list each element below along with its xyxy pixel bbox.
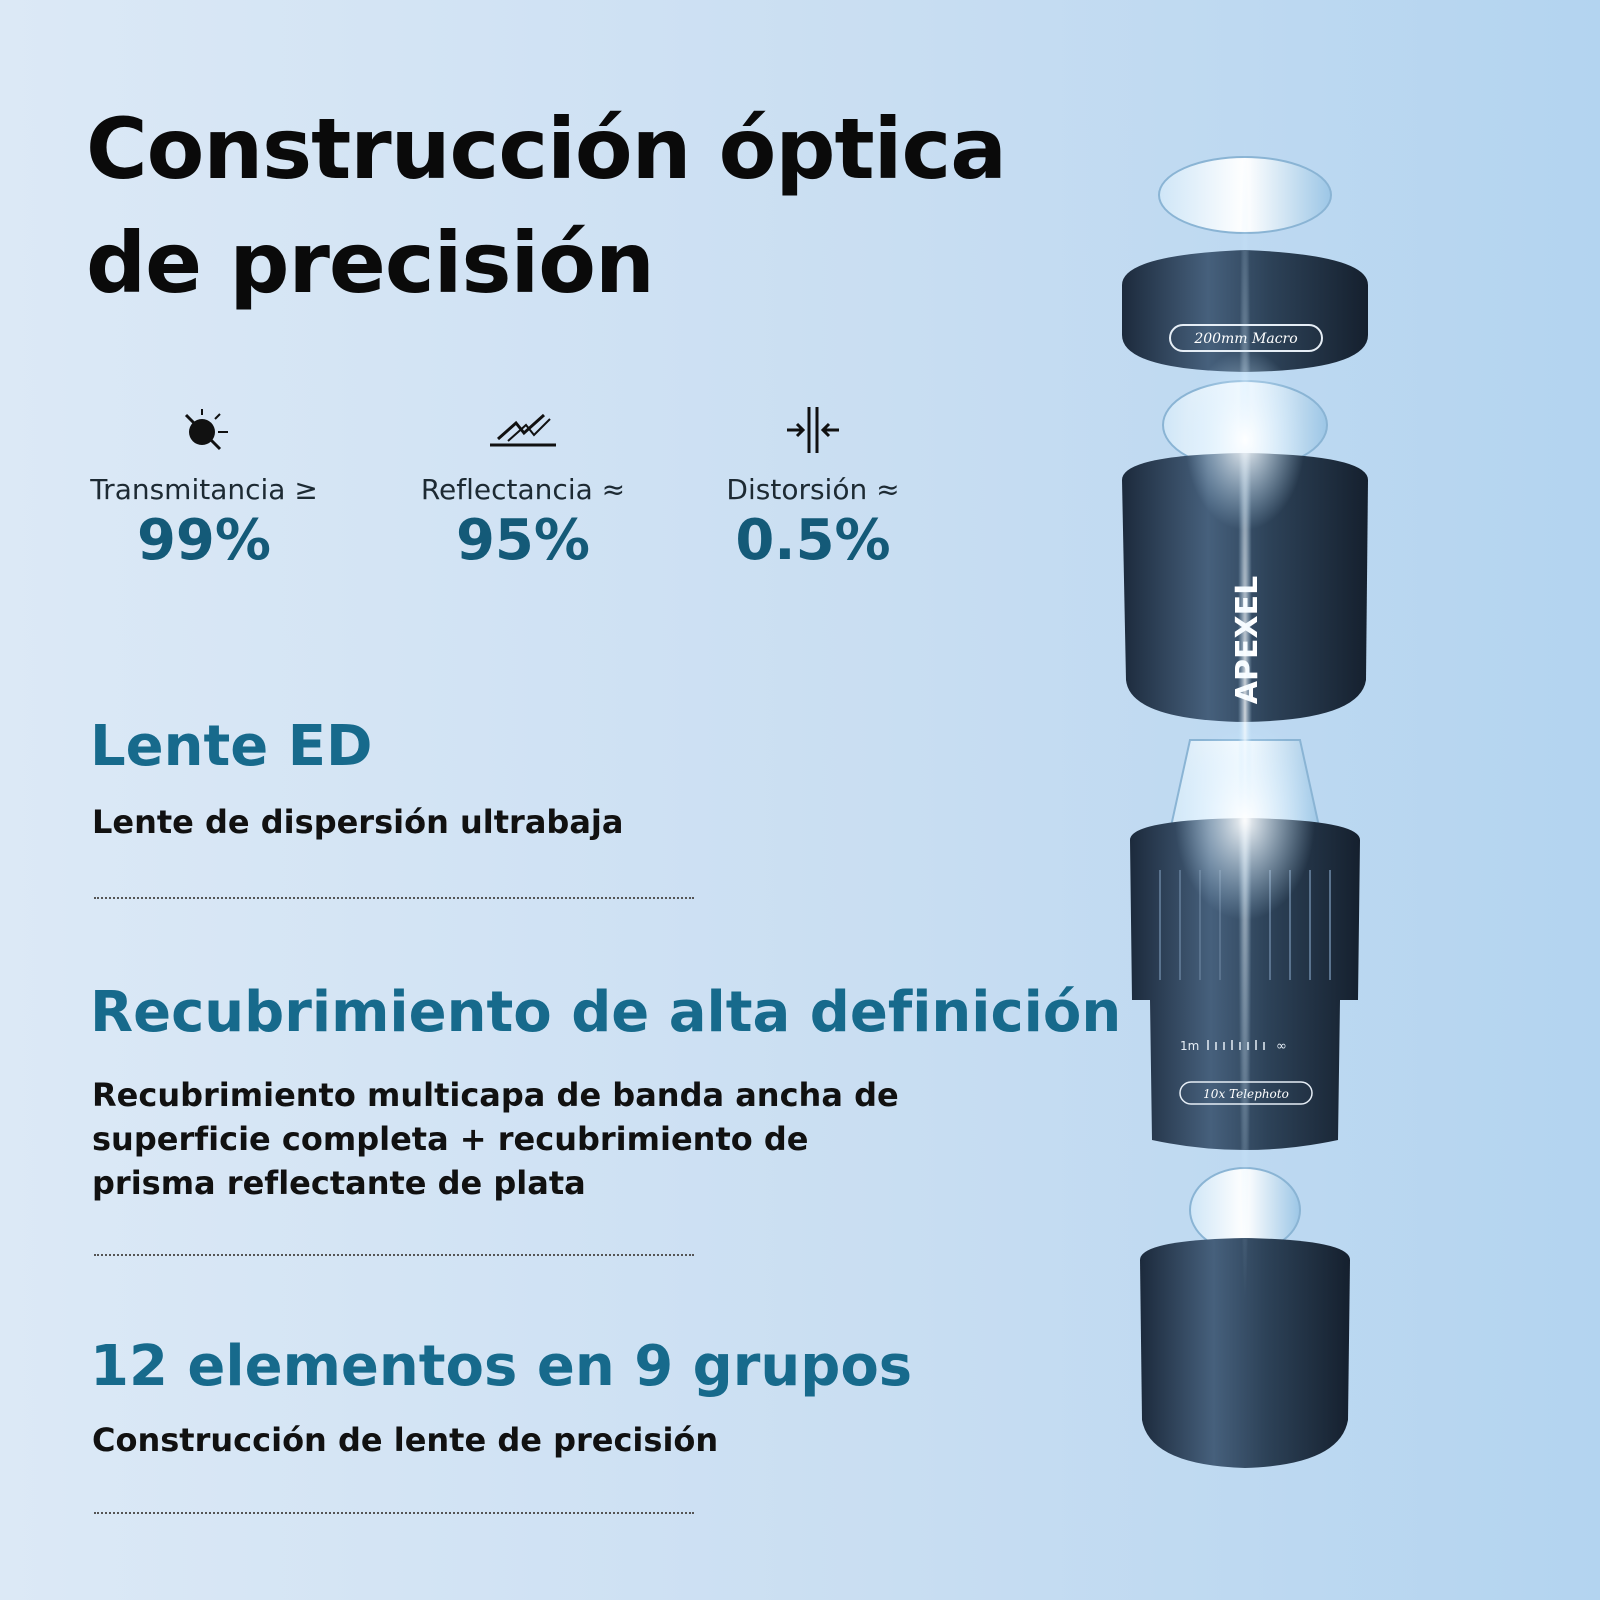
title: Construcción óptica de precisión [86, 92, 1007, 320]
stat-label: Reflectancia ≈ [420, 473, 626, 506]
scale-ticks [1207, 1040, 1265, 1050]
light-beam [1238, 120, 1252, 1300]
light-glow [1175, 720, 1315, 920]
divider [94, 897, 694, 899]
divider [94, 1512, 694, 1514]
lens-illustration: 200mm Macro APEXEL 1m ∞ 10x Telephoto [1122, 120, 1368, 1468]
feature-title: Lente ED [90, 714, 373, 779]
feature-title: Recubrimiento de alta definición [90, 980, 1122, 1045]
scale-label: ∞ [1276, 1039, 1287, 1054]
lens-barrel [1140, 1238, 1350, 1468]
stat-label: Transmitancia ≥ [90, 473, 318, 506]
stat-label: Distorsión ≈ [726, 473, 900, 506]
icon [787, 407, 839, 453]
feature-description: Construcción de lente de precisión [92, 1421, 719, 1459]
feature-description: Recubrimiento multicapa de banda ancha d… [92, 1076, 899, 1202]
title-line: Construcción óptica [86, 100, 1007, 198]
icon [490, 413, 556, 447]
stat: Transmitancia ≥ 99% [54, 405, 354, 573]
stat-value: 95% [455, 508, 591, 573]
icon [184, 409, 228, 451]
stat-value: 0.5% [735, 508, 891, 573]
stat-value: 99% [136, 508, 272, 573]
feature-description: Lente de dispersión ultrabaja [92, 803, 624, 841]
stat: Distorsión ≈ 0.5% [663, 405, 963, 573]
light-glow [1185, 350, 1305, 530]
stat: Reflectancia ≈ 95% [373, 405, 673, 573]
feature-title: 12 elementos en 9 grupos [90, 1334, 913, 1399]
scale-label: 1m [1180, 1039, 1199, 1053]
divider [94, 1254, 694, 1256]
title-line: de precisión [86, 214, 655, 312]
